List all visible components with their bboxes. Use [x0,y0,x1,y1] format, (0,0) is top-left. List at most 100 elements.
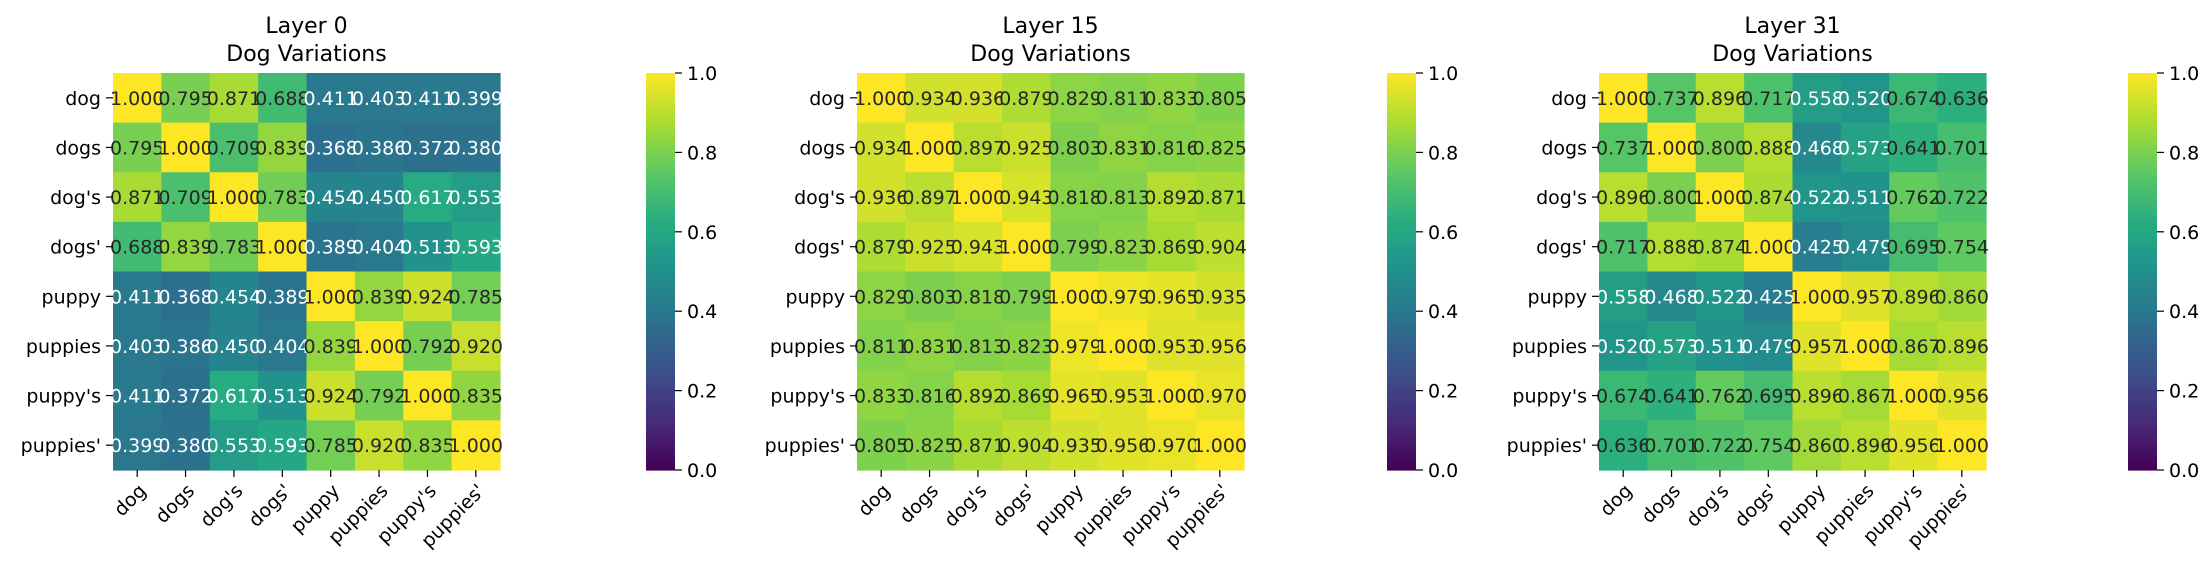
colorbar-segment [646,311,675,317]
heatmap-cell [1098,172,1148,223]
heatmap-cell [113,321,162,372]
cell-value-label: 0.823 [999,336,1053,358]
y-tick-label: puppy [786,286,845,308]
heatmap-cell [161,321,211,372]
cell-value-label: 0.957 [1789,336,1843,358]
cell-value-label: 0.800 [1644,187,1698,209]
heatmap-cell [113,172,162,223]
colorbar-segment [646,281,675,287]
colorbar-segment [646,425,675,431]
colorbar-segment [1387,360,1416,367]
colorbar-segment [646,435,675,441]
colorbar-segment [1387,192,1416,198]
colorbar-segment [2128,216,2157,223]
heatmap-cell [354,321,404,372]
colorbar-segment [1387,435,1416,441]
cell-value-label: 0.558 [1596,286,1650,308]
cell-value-label: 0.803 [1047,137,1101,159]
colorbar-segment [646,102,675,109]
colorbar-segment [2128,206,2157,213]
cell-value-label: 0.897 [951,137,1005,159]
cell-value-label: 0.454 [303,187,357,209]
colorbar-segment [2128,92,2157,99]
colorbar-segment [646,152,675,158]
colorbar-segment [646,380,675,387]
colorbar-segment [1387,331,1416,337]
heatmap-cell [857,221,906,273]
colorbar-segment [646,316,675,322]
cell-value-label: 0.956 [1935,386,1989,408]
cell-value-label: 1.000 [1193,435,1247,457]
y-tick-label: dogs' [50,237,101,259]
cell-value-label: 0.403 [110,336,164,358]
heatmap-cell [905,370,955,421]
colorbar-segment [646,271,675,278]
colorbar-segment [2128,271,2157,278]
cell-value-label: 0.411 [303,88,357,110]
heatmap-cell [403,271,453,322]
heatmap-cell [1840,420,1890,471]
colorbar-segment [2128,425,2157,431]
cell-value-label: 1.000 [158,137,212,159]
cell-value-label: 0.754 [1741,435,1795,457]
cell-value-label: 0.925 [902,237,956,259]
cell-value-label: 1.000 [1935,435,1989,457]
heatmap-cell [857,73,906,124]
y-tick-label: dog [809,88,845,110]
colorbar-segment [1387,281,1416,287]
heatmap-cell [1098,122,1148,173]
colorbar-segment [1387,177,1416,183]
colorbar-segment [646,460,675,466]
heatmap-cell [403,73,453,124]
cell-value-label: 0.399 [449,88,503,110]
colorbar-segment [2128,152,2157,158]
cell-value-label: 0.511 [1693,336,1747,358]
heatmap-cell [354,370,404,421]
heatmap-cell [1647,73,1697,124]
colorbar-segment [646,82,675,89]
heatmap-cell [953,321,1003,372]
cell-value-label: 0.904 [1193,237,1247,259]
heatmap-cell [451,420,501,471]
heatmap-cell [1792,321,1842,372]
cell-value-label: 0.896 [1693,88,1747,110]
colorbar-segment [646,291,675,297]
y-tick-label: dogs [1541,137,1587,159]
cell-value-label: 0.403 [352,88,406,110]
colorbar-segment [1387,107,1416,114]
heatmap-cell [905,321,955,372]
colorbar-segment [2128,241,2157,248]
cell-value-label: 1.000 [1693,187,1747,209]
colorbar-segment [2128,311,2157,317]
heatmap-cell [1002,370,1052,421]
colorbar-tick-label: 0.2 [1428,381,1458,403]
cell-value-label: 0.799 [999,286,1053,308]
cell-value-label: 0.762 [1886,187,1940,209]
colorbar-segment [1387,430,1416,436]
cell-value-label: 0.389 [303,237,357,259]
colorbar-segment [1387,405,1416,412]
colorbar-segment [646,73,675,79]
heatmap-cell [161,370,211,421]
cell-value-label: 0.368 [303,137,357,159]
cell-value-label: 0.869 [1144,237,1198,259]
cell-value-label: 0.513 [400,237,454,259]
y-tick-label: puppy's [1512,386,1587,408]
colorbar-segment [646,296,675,302]
heatmap-cell [451,221,501,273]
y-tick-label: dog [1551,88,1587,110]
colorbar-segment [2128,276,2157,283]
heatmap-cell [1744,221,1794,273]
cell-value-label: 0.754 [1935,237,1989,259]
heatmap-cell [258,370,308,421]
cell-value-label: 0.404 [352,237,406,259]
heatmap-cell [209,370,259,421]
x-tick-label: dog's [196,480,248,532]
heatmap-cell [258,73,308,124]
cell-value-label: 1.000 [110,88,164,110]
colorbar-segment [646,345,675,352]
heatmap-cell [1840,172,1890,223]
cell-value-label: 0.785 [303,435,357,457]
